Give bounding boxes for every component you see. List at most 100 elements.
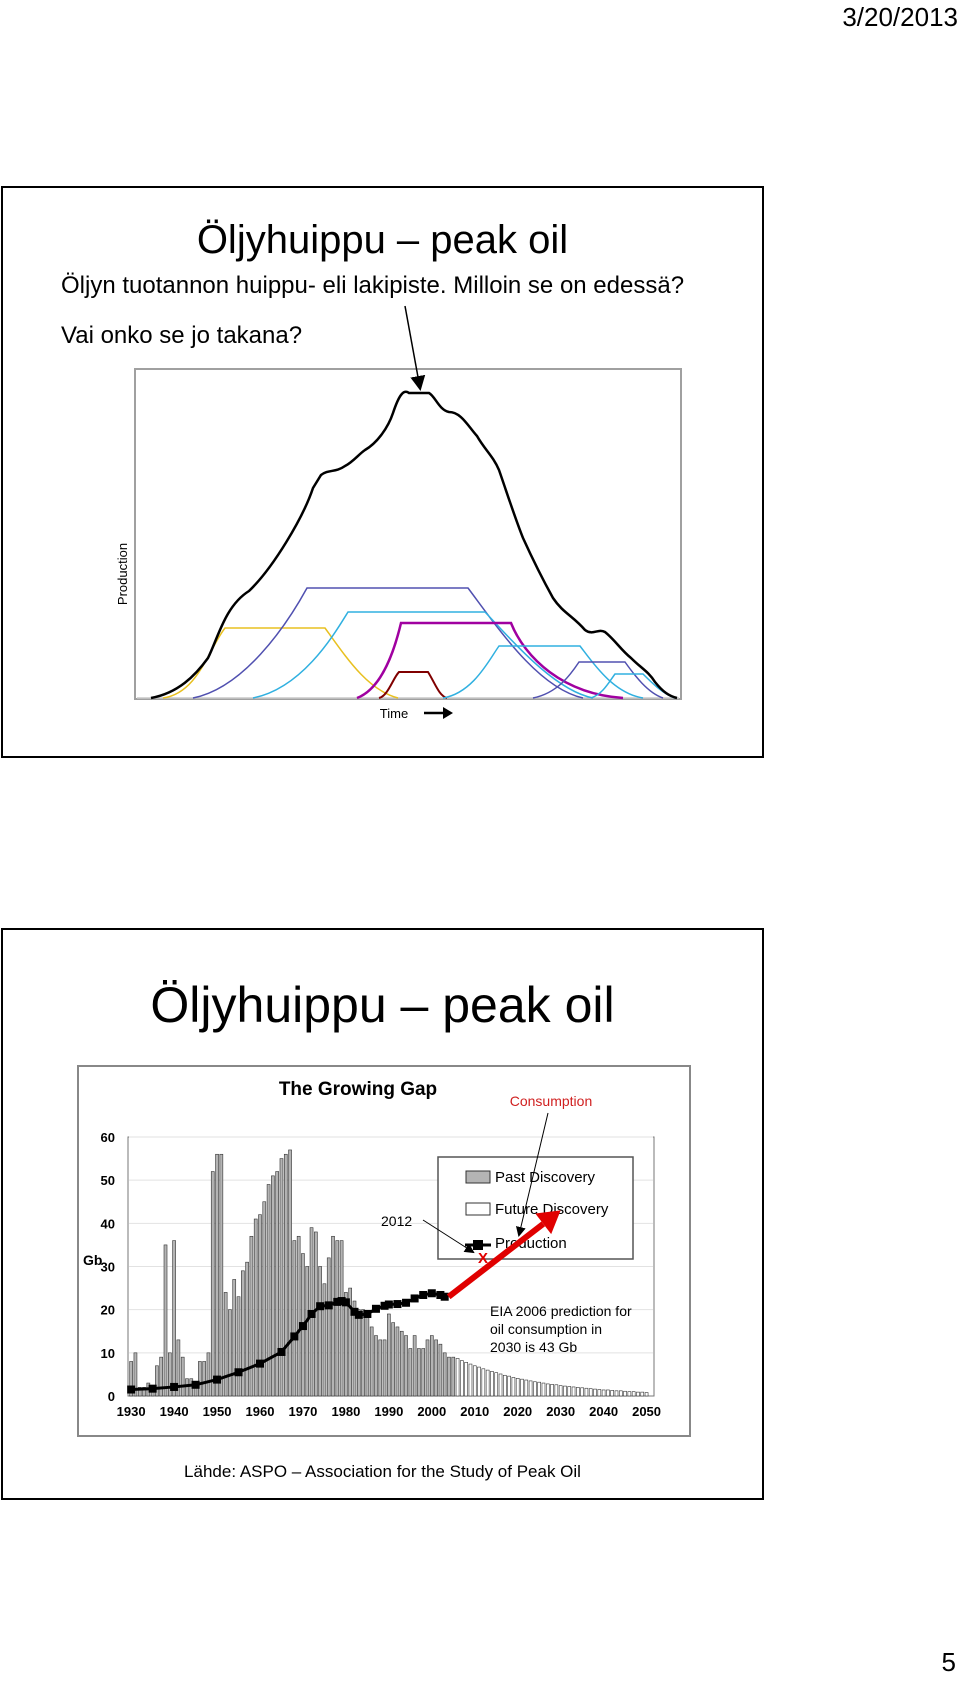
legend-swatch-future-discovery [465, 1202, 491, 1216]
bar-past-discovery [374, 1335, 378, 1397]
bar-future-discovery [554, 1384, 559, 1397]
x-tick-label: 1930 [117, 1404, 146, 1419]
production-point [213, 1375, 222, 1384]
production-point [191, 1380, 200, 1389]
bar-future-discovery [537, 1381, 541, 1397]
production-line-layer [127, 1289, 449, 1394]
bar-future-discovery [576, 1387, 580, 1397]
annotation-consumption: Consumption [510, 1093, 593, 1109]
production-point [410, 1294, 419, 1303]
production-point [436, 1290, 445, 1299]
bar-past-discovery [421, 1348, 426, 1397]
x-tick-label: 1990 [374, 1404, 403, 1419]
bar-past-discovery [395, 1326, 400, 1397]
bar-past-discovery [215, 1153, 219, 1397]
y-tick-label: 20 [101, 1303, 115, 1318]
bar-past-discovery [417, 1348, 421, 1397]
x-tick-label: 2030 [546, 1404, 575, 1419]
series-curve-indigo-2 [532, 661, 664, 699]
bar-future-discovery [593, 1388, 597, 1397]
production-point [277, 1347, 286, 1356]
bar-future-discovery [507, 1375, 511, 1397]
x-tick-label: 1960 [246, 1404, 275, 1419]
bar-past-discovery [425, 1339, 430, 1397]
page-date: 3/20/2013 [842, 2, 958, 32]
bar-future-discovery [606, 1389, 610, 1397]
production-point [380, 1301, 389, 1310]
production-point [127, 1385, 136, 1394]
bar-future-discovery [567, 1386, 572, 1397]
bar-future-discovery [494, 1372, 499, 1397]
bar-past-discovery [318, 1266, 322, 1397]
production-point [337, 1297, 346, 1306]
bar-past-discovery [172, 1240, 176, 1397]
y-tick-label: 30 [101, 1260, 115, 1275]
x-axis-label: Time [380, 706, 408, 721]
y-tick-label: 50 [101, 1173, 115, 1188]
x-tick-label: 1980 [331, 1404, 360, 1419]
bar-future-discovery [490, 1371, 494, 1397]
series-curve-cyan-1 [252, 611, 594, 699]
bar-past-discovery [176, 1339, 181, 1397]
production-point [427, 1289, 436, 1298]
bar-past-discovery [168, 1352, 172, 1397]
bar-past-discovery [292, 1240, 297, 1397]
bar-past-discovery [296, 1235, 301, 1397]
legend-swatch-past-discovery [465, 1170, 491, 1184]
bar-past-discovery [447, 1356, 451, 1397]
annotation-eia-line-1: EIA 2006 prediction for [490, 1303, 632, 1319]
production-point [333, 1297, 342, 1306]
chart-title: The Growing Gap [279, 1079, 437, 1100]
bar-future-discovery [545, 1383, 550, 1397]
bar-future-discovery [541, 1382, 546, 1397]
y-tick-label: 40 [101, 1216, 115, 1231]
bar-past-discovery [253, 1218, 258, 1397]
bar-future-discovery [511, 1377, 516, 1397]
slide-title: Öljyhuippu – peak oil [150, 977, 615, 1033]
bar-future-discovery [571, 1386, 576, 1397]
bar-past-discovery [249, 1235, 254, 1397]
bar-past-discovery [258, 1214, 262, 1397]
bar-future-discovery [464, 1362, 468, 1397]
annotation-eia-line-2: oil consumption in [490, 1321, 602, 1337]
legend-entry-future-discovery: Future Discovery [495, 1201, 609, 1218]
consumption-projection-arrowhead [535, 1210, 561, 1235]
bar-future-discovery [550, 1384, 554, 1397]
production-point [234, 1368, 243, 1377]
x-tick-labels: 1930 1940 1950 1960 1970 1980 1990 2000 2010 2020… [117, 1404, 661, 1419]
bar-past-discovery [387, 1313, 391, 1397]
bar-past-discovery [451, 1356, 456, 1397]
y-axis-label: Gb [83, 1252, 102, 1268]
legend: Past Discovery Future Discovery Producti… [437, 1156, 634, 1260]
y-tick-label: 10 [101, 1346, 115, 1361]
chart-frame [134, 368, 682, 700]
bar-future-discovery [597, 1389, 602, 1397]
slide-title: Öljyhuippu – peak oil [196, 218, 569, 262]
bar-past-discovery [335, 1240, 340, 1397]
bar-future-discovery [503, 1374, 507, 1397]
x-tick-label: 1970 [288, 1404, 317, 1419]
bar-past-discovery [391, 1322, 395, 1397]
bar-past-discovery [155, 1365, 159, 1397]
series-curve-purple [356, 621, 624, 700]
production-point [363, 1309, 372, 1318]
bar-past-discovery [408, 1348, 413, 1397]
legend-entry-past-discovery: Past Discovery [495, 1169, 596, 1186]
production-point [148, 1384, 157, 1393]
bar-past-discovery [163, 1244, 168, 1397]
bar-past-discovery [339, 1240, 344, 1397]
bar-past-discovery [442, 1352, 447, 1397]
slide-text-line-1: Öljyn tuotannon huippu- eli lakipiste. M… [61, 272, 685, 299]
bar-future-discovery [601, 1389, 606, 1397]
bar-future-discovery [485, 1369, 490, 1397]
bar-past-discovery [275, 1171, 279, 1397]
bar-past-discovery [185, 1378, 189, 1397]
bar-past-discovery [434, 1339, 438, 1397]
bar-future-discovery [636, 1391, 640, 1397]
annotation-eia-line-3: 2030 is 43 Gb [490, 1339, 577, 1355]
bar-past-discovery [180, 1356, 185, 1397]
source-credit: Lähde: ASPO – Association for the Study … [184, 1462, 581, 1481]
consumption-pointer [515, 1112, 549, 1237]
